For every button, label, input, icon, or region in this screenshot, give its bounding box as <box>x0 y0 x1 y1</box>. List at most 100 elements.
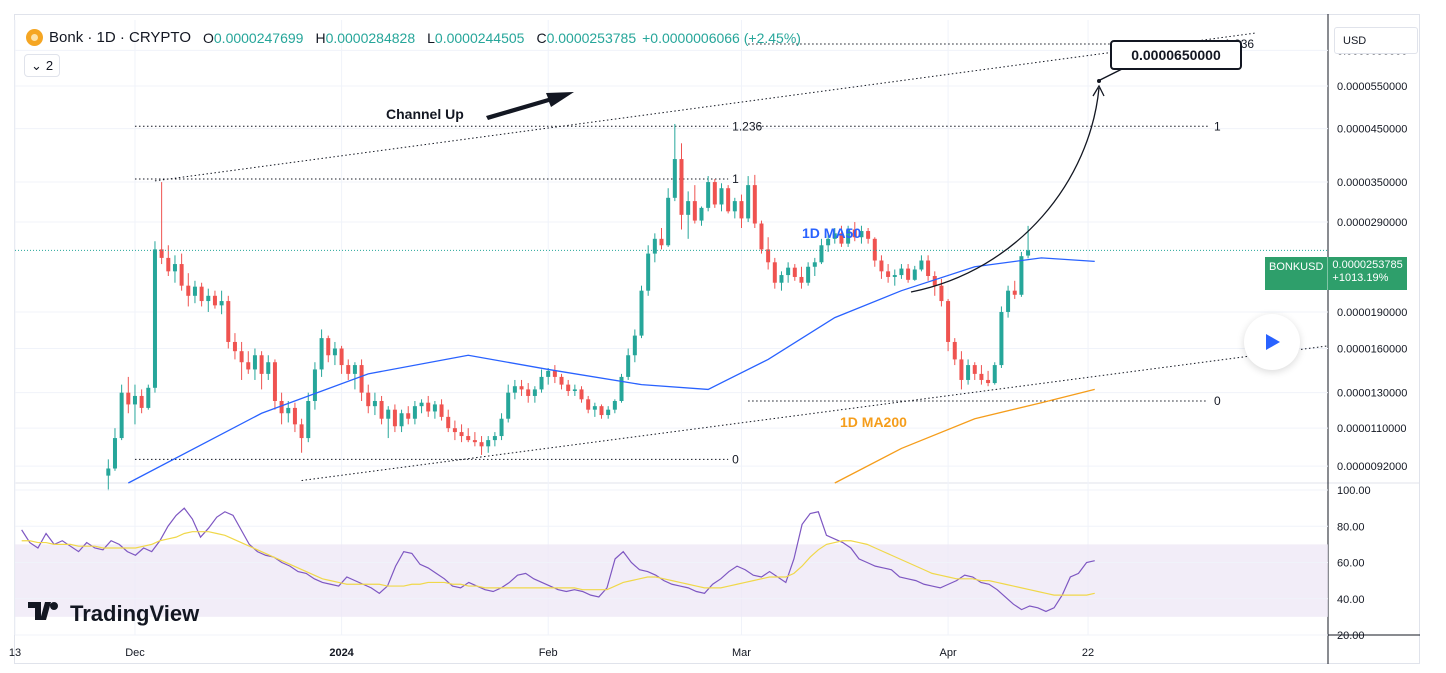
candle-body <box>632 335 637 356</box>
projection-arrow <box>910 87 1100 293</box>
indicators-collapse-button[interactable]: ⌄ 2 <box>24 54 61 77</box>
candle-body <box>886 271 891 277</box>
time-tick-label: 2024 <box>329 647 354 659</box>
candle-body <box>592 406 597 410</box>
candle-body <box>819 245 824 263</box>
candle-body <box>699 207 704 221</box>
candle-body <box>639 290 644 336</box>
time-tick-label: 13 <box>9 647 21 659</box>
candle-body <box>739 201 744 219</box>
high-value: 0.0000284828 <box>325 29 416 46</box>
candle-body <box>306 400 311 439</box>
candle-body <box>486 440 491 447</box>
candle-body <box>539 376 544 390</box>
candle-body <box>966 365 971 380</box>
candle-body <box>399 413 404 427</box>
candle-body <box>272 362 277 401</box>
candle-body <box>726 188 731 212</box>
candle-body <box>812 262 817 267</box>
rsi-tick-label: 100.00 <box>1337 485 1371 497</box>
candle-body <box>692 201 697 221</box>
target-point <box>1097 79 1101 83</box>
candle-body <box>112 438 117 469</box>
candle-body <box>846 229 851 244</box>
candle-body <box>326 338 331 356</box>
candle-body <box>206 295 211 302</box>
fib-left-0-label: 0 <box>732 452 739 466</box>
candle-body <box>919 260 924 270</box>
price-tick-label: 0.0000190000 <box>1337 307 1407 319</box>
play-button[interactable] <box>1244 314 1300 370</box>
price-tick-label: 0.0000130000 <box>1337 388 1407 400</box>
candle-body <box>992 365 997 384</box>
candle-body <box>772 262 777 283</box>
candle-body <box>972 365 977 374</box>
candle-body <box>386 409 391 419</box>
candle-body <box>572 389 577 392</box>
candle-body <box>119 392 124 439</box>
candle-body <box>866 231 871 239</box>
candle-body <box>832 233 837 239</box>
price-tick-label: 0.0000110000 <box>1337 423 1407 435</box>
candle-body <box>666 197 671 246</box>
tradingview-logo[interactable]: TradingView <box>28 601 199 627</box>
price-tick-label: 0.0000550000 <box>1337 81 1407 93</box>
candle-body <box>626 355 631 377</box>
channel-lower-line <box>301 345 1329 482</box>
candle-body <box>286 407 291 414</box>
candle-body <box>192 286 197 296</box>
fib-right-0-label: 0 <box>1214 394 1221 408</box>
candle-body <box>686 201 691 215</box>
candle-body <box>792 267 797 277</box>
candle-body <box>239 351 244 363</box>
time-tick-label: Mar <box>732 647 751 659</box>
rsi-ma-line <box>21 531 1095 596</box>
candle-body <box>559 376 564 385</box>
open-label: O <box>203 29 214 46</box>
candle-body <box>312 369 317 401</box>
candle-body <box>926 260 931 277</box>
candle-body <box>186 285 191 296</box>
fib-right-1-label: 1 <box>1214 119 1221 133</box>
fib-left-1-label: 1 <box>732 172 739 186</box>
candle-body <box>366 392 371 407</box>
candle-body <box>519 386 524 390</box>
candle-body <box>446 416 451 429</box>
candle-body <box>106 468 111 476</box>
symbol-price-badge: BONKUSD 0.0000253785 +1013.19% <box>1265 257 1407 290</box>
candle-body <box>352 365 357 374</box>
candle-body <box>126 392 131 405</box>
projection-arrow-head <box>1092 84 1105 97</box>
candle-body <box>392 409 397 427</box>
candle-body <box>546 370 551 377</box>
candle-body <box>219 301 224 306</box>
candle-body <box>406 413 411 419</box>
candle-body <box>999 311 1004 366</box>
candle-body <box>939 285 944 302</box>
close-label: C <box>536 29 547 46</box>
candle-body <box>952 341 957 360</box>
price-tick-label: 0.0000290000 <box>1337 217 1407 229</box>
price-tick-label: 0.0000092000 <box>1337 461 1407 473</box>
ma200-line <box>834 388 1095 484</box>
candle-body <box>232 341 237 352</box>
candle-body <box>752 185 757 224</box>
candle-body <box>412 406 417 419</box>
candle-body <box>712 182 717 205</box>
channel-lines <box>154 32 1329 482</box>
candle-body <box>1006 290 1011 312</box>
candle-body <box>252 355 257 370</box>
price-tick-label: 0.0000160000 <box>1337 344 1407 356</box>
candle-body <box>506 392 511 419</box>
candle-body <box>979 373 984 380</box>
candle-body <box>479 442 484 447</box>
candle-body <box>566 384 571 392</box>
candle-body <box>179 264 184 286</box>
candle-body <box>512 386 517 393</box>
symbol-title[interactable]: Bonk · 1D · CRYPTO <box>49 29 191 46</box>
currency-selector[interactable]: USD <box>1334 27 1418 54</box>
ma50-label: 1D MA50 <box>802 225 861 241</box>
channel-up-arrow <box>486 92 574 120</box>
